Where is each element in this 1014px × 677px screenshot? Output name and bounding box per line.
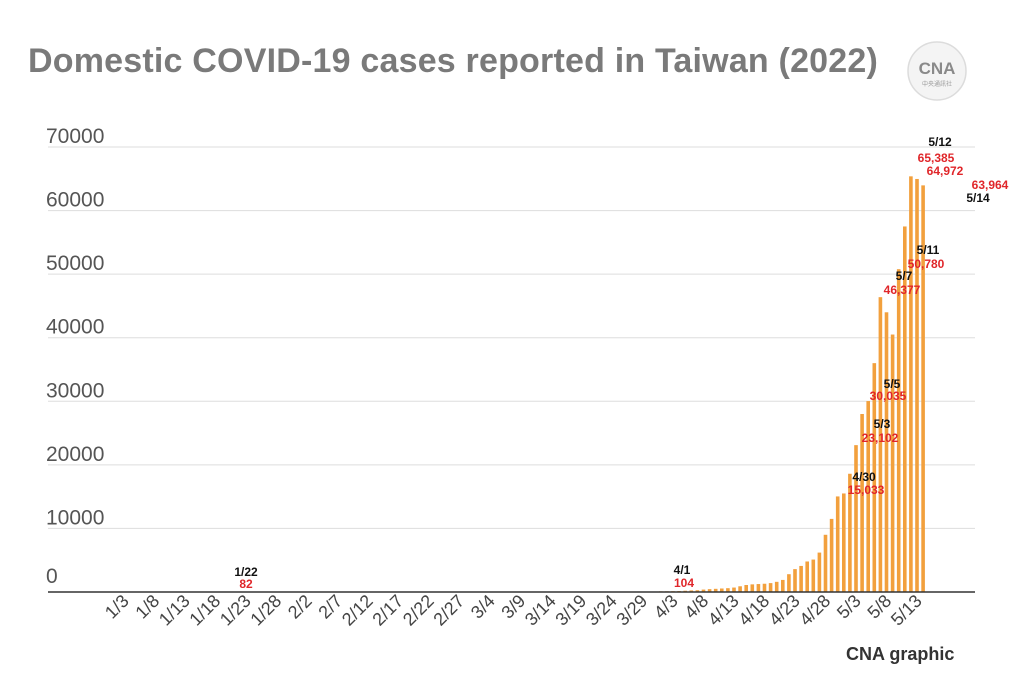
x-tick-label: 4/13 — [704, 591, 743, 630]
annotation-value: 15,033 — [848, 483, 885, 497]
bar — [872, 363, 877, 592]
bar — [903, 226, 907, 592]
annotation-value: 65,385 — [918, 151, 955, 165]
bar — [756, 584, 761, 592]
y-axis-ticks: 0 10000 20000 30000 40000 50000 60000 70000 — [46, 125, 104, 588]
x-tick-label: 1/28 — [246, 591, 285, 630]
x-tick-label: 2/17 — [368, 591, 407, 630]
bar — [921, 185, 925, 593]
bar — [720, 588, 724, 592]
cna-logo-icon: CNA 中央通訊社 — [907, 41, 967, 101]
gridlines — [48, 146, 975, 529]
x-tick-label: 1/23 — [216, 591, 255, 630]
annotation-date: 4/1 — [674, 563, 691, 577]
bar — [915, 178, 919, 592]
bar — [707, 589, 712, 592]
y-tick-label: 0 — [46, 565, 58, 588]
annotation-value: 104 — [674, 576, 694, 590]
bar — [842, 493, 846, 592]
bar — [762, 583, 767, 592]
annotation-value: 63,964 — [972, 178, 1009, 192]
annotation-date: 5/3 — [874, 417, 891, 431]
bar — [768, 583, 773, 592]
annotation-date: 5/7 — [896, 269, 913, 283]
bar — [726, 588, 730, 592]
x-tick-label: 4/28 — [795, 591, 834, 630]
annotation-value: 82 — [239, 577, 253, 591]
x-tick-label: 3/4 — [467, 591, 499, 623]
bar — [829, 518, 834, 592]
chart-title: Domestic COVID-19 cases reported in Taiw… — [28, 42, 879, 80]
x-tick-label: 3/24 — [582, 591, 621, 630]
annotation-date: 1/22 — [234, 565, 258, 579]
logo-subtext: 中央通訊社 — [922, 80, 952, 88]
bar — [750, 584, 755, 592]
bar — [781, 579, 785, 592]
y-tick-label: 50000 — [46, 252, 104, 275]
annotation-date: 5/11 — [917, 243, 940, 257]
x-tick-label: 1/3 — [101, 591, 133, 623]
annotation-date: 5/12 — [928, 135, 952, 149]
x-tick-label: 2/27 — [429, 591, 468, 630]
x-tick-label: 3/29 — [612, 591, 651, 630]
y-tick-label: 60000 — [46, 189, 104, 212]
y-tick-label: 20000 — [46, 443, 104, 466]
x-tick-label: 3/14 — [521, 591, 560, 630]
bar — [823, 534, 828, 592]
bar — [811, 559, 816, 592]
x-tick-label: 2/22 — [399, 591, 438, 630]
bar — [732, 587, 736, 592]
bar — [860, 414, 864, 592]
x-tick-label: 3/19 — [551, 591, 590, 630]
annotation-value: 50,780 — [908, 257, 945, 271]
bar — [695, 590, 700, 592]
x-tick-label: 5/3 — [833, 591, 865, 623]
bar — [896, 269, 901, 592]
x-axis-ticks: 1/31/81/131/181/231/282/22/72/122/172/22… — [101, 591, 926, 630]
bar — [713, 588, 718, 592]
bar — [909, 176, 913, 593]
bar — [787, 574, 791, 592]
bar — [738, 586, 742, 592]
bar — [835, 496, 840, 592]
annotation-value: 64,972 — [927, 164, 964, 178]
annotation-value: 30,035 — [870, 389, 907, 403]
bar — [884, 312, 889, 592]
logo-text: CNA — [919, 59, 956, 78]
x-tick-label: 5/13 — [887, 591, 926, 630]
bar — [774, 581, 779, 592]
annotation-value: 46,377 — [884, 283, 921, 297]
bar — [848, 473, 852, 592]
bar — [878, 297, 883, 592]
bar — [805, 561, 809, 592]
bar — [701, 589, 706, 592]
bar — [799, 565, 803, 592]
annotation-date: 4/30 — [852, 470, 876, 484]
x-tick-label: 2/12 — [338, 591, 377, 630]
credit-label: CNA graphic — [846, 644, 955, 664]
bar — [817, 552, 822, 592]
x-tick-label: 1/13 — [155, 591, 194, 630]
bars — [238, 176, 925, 593]
bar — [890, 334, 895, 592]
x-tick-label: 4/18 — [734, 591, 773, 630]
y-tick-label: 40000 — [46, 316, 104, 339]
bar — [866, 401, 870, 592]
bar — [744, 585, 748, 592]
y-tick-label: 10000 — [46, 506, 104, 529]
x-tick-label: 1/18 — [185, 591, 224, 630]
y-tick-label: 30000 — [46, 379, 104, 402]
x-tick-label: 4/23 — [765, 591, 804, 630]
annotation-value: 23,102 — [862, 431, 899, 445]
x-tick-label: 4/3 — [650, 591, 682, 623]
bar — [854, 445, 858, 592]
y-tick-label: 70000 — [46, 125, 104, 148]
x-tick-label: 2/2 — [284, 591, 316, 623]
bar — [793, 569, 797, 592]
annotation-date: 5/14 — [966, 191, 990, 205]
annotation-date: 5/5 — [884, 377, 901, 391]
